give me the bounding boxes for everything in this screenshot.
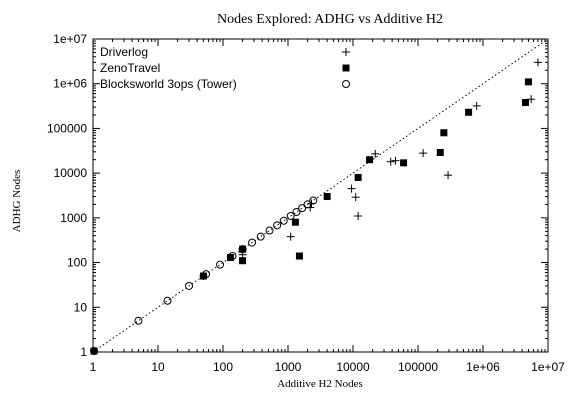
y-tick-label: 100000: [47, 121, 87, 135]
x-tick-label: 1e+06: [466, 360, 500, 374]
y-tick-label: 10000: [54, 166, 88, 180]
data-point-zenotravel: [239, 245, 247, 253]
data-point-blocksworld-3ops-tower: [309, 196, 318, 205]
y-tick-label: 1000: [60, 211, 87, 225]
data-point-blocksworld-3ops-tower: [292, 208, 301, 217]
x-tick-label: 1e+07: [531, 360, 565, 374]
data-point-driverlog: [347, 184, 356, 193]
x-tick-label: 10: [151, 360, 165, 374]
data-point-driverlog: [391, 156, 400, 165]
data-point-blocksworld-3ops-tower: [265, 226, 274, 235]
data-point-zenotravel: [323, 193, 331, 201]
data-point-zenotravel: [226, 253, 234, 261]
data-point-blocksworld-3ops-tower: [216, 260, 225, 269]
x-tick-label: 1000: [275, 360, 302, 374]
data-point-zenotravel: [239, 257, 247, 265]
data-point-zenotravel: [90, 347, 98, 355]
y-tick-label: 1e+07: [53, 32, 87, 46]
data-point-driverlog: [286, 232, 295, 241]
y-tick-label: 1e+06: [53, 77, 87, 91]
data-point-blocksworld-3ops-tower: [238, 245, 247, 254]
legend-label: ZenoTravel: [100, 61, 160, 75]
data-point-zenotravel: [295, 252, 303, 260]
data-point-blocksworld-3ops-tower: [248, 238, 257, 247]
x-tick-label: 100000: [398, 360, 438, 374]
data-point-zenotravel: [440, 129, 448, 137]
x-tick-label: 100: [213, 360, 233, 374]
data-point-driverlog: [533, 58, 542, 67]
legend-label: Driverlog: [100, 45, 148, 59]
legend-marker: [342, 80, 350, 88]
data-point-driverlog: [386, 157, 395, 166]
chart-title: Nodes Explored: ADHG vs Additive H2: [217, 12, 443, 27]
y-tick-label: 100: [67, 256, 87, 270]
legend-label: Blocksworld 3ops (Tower): [100, 77, 237, 91]
data-point-blocksworld-3ops-tower: [134, 316, 143, 325]
data-point-zenotravel: [436, 148, 444, 156]
data-point-blocksworld-3ops-tower: [279, 216, 288, 225]
data-point-zenotravel: [521, 99, 529, 107]
data-point-blocksworld-3ops-tower: [303, 200, 312, 209]
reference-line: [92, 38, 549, 353]
data-point-driverlog: [472, 101, 481, 110]
data-point-blocksworld-3ops-tower: [202, 270, 211, 279]
data-point-blocksworld-3ops-tower: [90, 347, 98, 355]
data-point-blocksworld-3ops-tower: [256, 232, 265, 241]
data-point-blocksworld-3ops-tower: [286, 212, 295, 221]
data-point-zenotravel: [366, 156, 374, 164]
data-point-driverlog: [354, 212, 363, 221]
data-point-zenotravel: [354, 173, 362, 181]
data-point-blocksworld-3ops-tower: [273, 221, 282, 230]
data-point-driverlog: [444, 171, 453, 180]
x-tick-label: 1: [90, 360, 97, 374]
data-point-zenotravel: [465, 108, 473, 116]
x-tick-label: 10000: [336, 360, 370, 374]
data-point-blocksworld-3ops-tower: [185, 281, 194, 290]
legend-marker: [342, 48, 350, 56]
y-axis-label: ADHG Nodes: [11, 170, 23, 233]
legend-marker: [342, 64, 350, 72]
data-point-driverlog: [371, 149, 380, 158]
data-point-driverlog: [419, 149, 428, 158]
data-point-driverlog: [351, 193, 360, 202]
data-point-zenotravel: [400, 159, 408, 167]
data-point-zenotravel: [291, 218, 299, 226]
y-tick-label: 10: [74, 300, 88, 314]
data-point-blocksworld-3ops-tower: [228, 252, 237, 261]
plot-frame: [92, 38, 549, 353]
data-point-blocksworld-3ops-tower: [298, 204, 307, 213]
data-point-blocksworld-3ops-tower: [163, 296, 172, 305]
y-tick-label: 1: [80, 345, 87, 359]
x-axis-label: Additive H2 Nodes: [277, 378, 363, 390]
data-point-zenotravel: [524, 78, 532, 86]
